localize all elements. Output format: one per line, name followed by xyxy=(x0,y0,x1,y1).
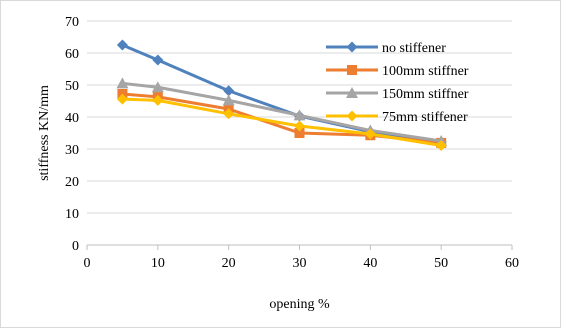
y-tick-label: 50 xyxy=(65,79,79,94)
data-point xyxy=(294,120,305,132)
legend-label: 150mm stiffner xyxy=(382,87,469,102)
series-line xyxy=(122,81,442,143)
x-tick-label: 30 xyxy=(293,256,307,271)
legend-swatch-marker xyxy=(347,65,357,75)
data-point xyxy=(223,85,235,97)
data-point xyxy=(223,108,235,120)
series-line xyxy=(122,97,442,147)
data-point xyxy=(116,39,128,51)
x-tick-label: 10 xyxy=(151,256,165,271)
data-point xyxy=(116,93,128,105)
y-tick-label: 60 xyxy=(65,47,79,62)
legend-label: 75mm stiffener xyxy=(382,110,468,125)
y-tick-label: 30 xyxy=(65,143,79,158)
x-tick-label: 40 xyxy=(363,256,377,271)
x-tick-label: 0 xyxy=(84,256,91,271)
x-tick-label: 60 xyxy=(505,256,519,271)
data-point xyxy=(293,109,306,121)
data-point xyxy=(222,94,235,106)
y-tick-label: 40 xyxy=(65,111,79,126)
legend-swatch-marker xyxy=(346,110,358,122)
y-tick-label: 0 xyxy=(72,239,79,254)
y-tick-label: 20 xyxy=(65,175,79,190)
legend-swatch-marker xyxy=(346,41,358,53)
y-tick-label: 10 xyxy=(65,207,79,222)
data-point xyxy=(152,94,164,106)
legend: no stiffener 100mm stiffner 150mm stiffner… xyxy=(326,41,469,125)
series-group xyxy=(116,39,448,151)
data-point xyxy=(364,128,376,140)
legend-label: 100mm stiffner xyxy=(382,64,469,79)
x-tick-label: 50 xyxy=(434,256,448,271)
data-point xyxy=(294,128,305,138)
x-tick-label: 20 xyxy=(222,256,236,271)
y-axis-label: stiffness KN/mm xyxy=(37,85,52,181)
data-point xyxy=(116,77,129,89)
data-point xyxy=(151,81,164,93)
legend-label: no stiffener xyxy=(382,41,446,56)
y-tick-label: 70 xyxy=(65,15,79,30)
data-point xyxy=(152,54,164,66)
axes: 0 10 20 30 40 50 60 70 0 10 20 30 40 50 60 xyxy=(65,15,519,271)
legend-swatch-marker xyxy=(346,87,358,98)
x-axis-label: opening % xyxy=(269,297,330,312)
data-point xyxy=(435,139,447,151)
